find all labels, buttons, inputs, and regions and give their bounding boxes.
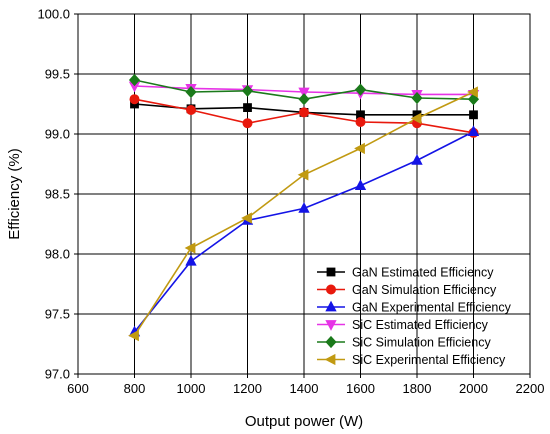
- data-point-series-6: [297, 169, 309, 181]
- data-point-series-4: [298, 87, 310, 99]
- data-point-series-6: [241, 212, 252, 224]
- data-point-series-2: [298, 107, 309, 118]
- y-tick-label: 100.0: [37, 7, 70, 22]
- x-tick-label: 800: [124, 381, 146, 396]
- y-tick-label: 98.5: [45, 187, 70, 202]
- x-tick-label: 600: [67, 381, 89, 396]
- x-axis-ticks: 600 800 1000 1200 1400 1600 1800 2000 2200: [67, 374, 544, 396]
- y-tick-label: 99.0: [45, 127, 70, 142]
- data-point-series-3: [298, 202, 310, 213]
- x-tick-label: 2200: [516, 381, 545, 396]
- legend-entry-label: SiC Experimental Efficiency: [352, 353, 506, 367]
- legend-swatch-marker: [325, 335, 337, 349]
- data-point-series-3: [185, 254, 197, 266]
- x-tick-label: 1000: [177, 381, 206, 396]
- data-point-series-6: [128, 329, 139, 342]
- data-point-series-3: [354, 179, 367, 191]
- data-point-series-2: [355, 117, 366, 128]
- legend-entry-label: SiC Simulation Efficiency: [352, 336, 491, 350]
- x-tick-label: 1400: [290, 381, 319, 396]
- legend-entry-label: GaN Experimental Efficiency: [352, 301, 512, 315]
- data-point-series-5: [411, 91, 423, 105]
- data-point-series-6: [354, 142, 365, 155]
- data-point-series-6: [467, 86, 478, 98]
- x-tick-label: 1600: [346, 381, 375, 396]
- x-axis-title: Output power (W): [245, 413, 363, 430]
- x-tick-label: 2000: [459, 381, 488, 396]
- y-axis-ticks: 97.0 97.5 98.0 98.5 99.0 99.5 100.0: [37, 7, 78, 382]
- legend-swatch-marker: [325, 300, 337, 312]
- data-point-series-5: [128, 73, 141, 87]
- y-tick-label: 97.0: [45, 367, 70, 382]
- y-tick-label: 99.5: [45, 67, 70, 82]
- legend-entry-label: SiC Estimated Efficiency: [352, 318, 489, 332]
- grid-lines: [77, 13, 531, 375]
- legend: GaN Estimated Efficiency GaN Simulation E…: [317, 266, 512, 367]
- legend-swatch-marker: [325, 284, 336, 295]
- data-point-series-3: [411, 154, 423, 165]
- y-tick-label: 97.5: [45, 307, 70, 322]
- y-axis-title: Efficiency (%): [6, 148, 23, 239]
- x-tick-label: 1800: [403, 381, 432, 396]
- legend-swatch-marker: [325, 320, 337, 331]
- legend-swatch-marker: [326, 267, 336, 277]
- data-point-series-5: [241, 84, 254, 97]
- data-point-series-3: [467, 125, 480, 137]
- data-point-series-1: [469, 110, 478, 120]
- x-tick-label: 1200: [233, 381, 262, 396]
- y-tick-label: 98.0: [45, 247, 70, 262]
- data-point-series-2: [242, 118, 253, 129]
- data-point-series-2: [129, 94, 140, 105]
- legend-entry-label: GaN Simulation Efficiency: [352, 283, 497, 297]
- data-point-series-1: [243, 103, 252, 112]
- series-markers: [128, 73, 480, 342]
- legend-swatch-marker: [324, 353, 336, 366]
- legend-entry-label: GaN Estimated Efficiency: [352, 266, 494, 280]
- data-point-series-5: [298, 93, 310, 106]
- data-point-series-6: [184, 242, 196, 254]
- data-point-series-2: [185, 105, 196, 116]
- data-point-series-6: [410, 112, 422, 125]
- data-point-series-5: [354, 83, 367, 96]
- data-point-series-5: [185, 85, 197, 99]
